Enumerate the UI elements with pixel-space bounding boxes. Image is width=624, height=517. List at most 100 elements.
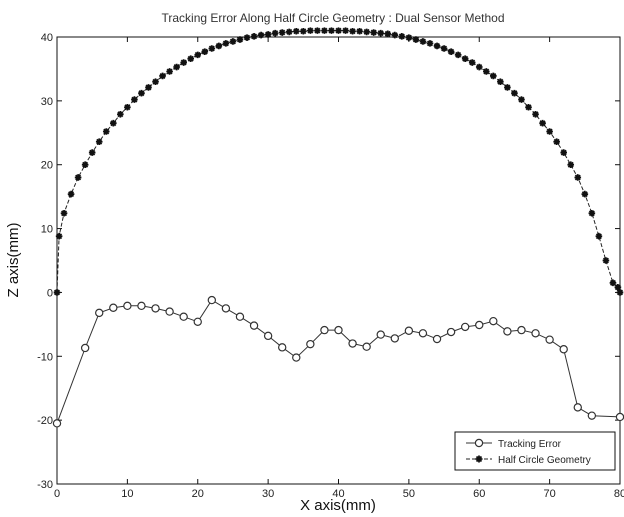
half-circle-point <box>243 34 251 41</box>
half-circle-point <box>518 96 525 103</box>
half-circle-point <box>461 55 469 63</box>
half-circle-point <box>504 84 511 91</box>
legend-circle-marker <box>475 455 483 463</box>
x-tick-label: 70 <box>544 488 556 500</box>
half-circle-point <box>328 27 335 34</box>
half-circle-point <box>166 68 173 75</box>
tracking-error-point <box>165 307 174 316</box>
half-circle-point <box>152 78 159 85</box>
half-circle-point <box>285 28 293 36</box>
half-circle-point <box>187 55 195 63</box>
half-circle-point <box>236 36 244 43</box>
half-circle-point <box>102 128 110 135</box>
half-circle-point <box>60 209 68 217</box>
x-tick-label: 50 <box>403 488 415 500</box>
half-circle-point <box>609 279 617 287</box>
x-tick-label: 80 <box>614 488 624 500</box>
y-tick-label: 0 <box>47 287 53 299</box>
tracking-error-point <box>545 335 554 344</box>
half-circle-point <box>117 110 124 118</box>
half-circle-point <box>356 27 363 35</box>
tracking-error-point <box>517 325 526 335</box>
half-circle-point <box>454 51 462 59</box>
half-circle-point <box>553 138 560 146</box>
x-tick-label: 60 <box>473 488 485 500</box>
half-circle-point <box>321 27 328 34</box>
half-circle-point <box>490 72 497 80</box>
half-circle-point <box>377 29 385 37</box>
half-circle-point <box>138 89 145 97</box>
tracking-error-point <box>278 343 287 352</box>
half-circle-point <box>201 48 209 55</box>
half-circle-point <box>264 31 272 38</box>
tracking-error-point <box>559 345 568 354</box>
y-tick-label: 40 <box>41 32 53 44</box>
half-circle-point <box>370 29 377 36</box>
half-circle-line <box>56 30 621 293</box>
tracking-error-point <box>475 320 484 330</box>
half-circle-point <box>525 103 532 111</box>
half-circle-point <box>180 59 187 66</box>
x-tick-label: 30 <box>262 488 274 500</box>
tracking-error-line <box>56 299 621 424</box>
half-circle-point <box>95 138 103 146</box>
tracking-error-point <box>179 312 188 321</box>
half-circle-point <box>546 128 553 135</box>
half-circle-point <box>511 89 518 97</box>
half-circle-point <box>53 289 61 296</box>
half-circle-series <box>53 27 624 296</box>
half-circle-point <box>419 38 427 45</box>
axis-ticks: 0 10 20 30 40 50 60 70 80 -30 -20 -10 0 10 20 30 40 <box>37 32 624 500</box>
tracking-error-point <box>263 331 273 341</box>
x-axis-label: X axis(mm) <box>300 497 376 514</box>
half-circle-point <box>55 232 63 240</box>
half-circle-point <box>602 257 610 264</box>
half-circle-point <box>173 63 180 71</box>
half-circle-point <box>81 161 89 169</box>
half-circle-point <box>440 45 448 52</box>
half-circle-point <box>229 38 237 45</box>
chart-title: Tracking Error Along Half Circle Geometr… <box>161 11 504 25</box>
half-circle-point <box>426 40 434 47</box>
half-circle-point <box>278 29 286 36</box>
half-circle-point <box>145 84 152 91</box>
half-circle-point <box>292 27 300 35</box>
y-tick-label: -10 <box>37 351 53 363</box>
half-circle-point <box>614 284 622 291</box>
tracking-error-point <box>432 334 442 344</box>
tracking-error-point <box>334 325 343 335</box>
tracking-error-point <box>207 295 217 305</box>
half-circle-point <box>433 42 441 50</box>
tracking-error-point <box>503 327 512 336</box>
tracking-error-point <box>221 304 231 313</box>
half-circle-point <box>560 149 567 156</box>
x-tick-label: 20 <box>192 488 204 500</box>
tracking-error-point <box>137 301 146 311</box>
y-tick-label: 10 <box>41 224 53 236</box>
tracking-error-point <box>80 343 90 353</box>
tracking-error-point <box>235 312 245 321</box>
half-circle-point <box>307 27 314 34</box>
half-circle-point <box>349 27 356 35</box>
half-circle-point <box>208 45 216 52</box>
half-circle-point <box>391 31 399 39</box>
tracking-error-point <box>460 322 470 332</box>
half-circle-point <box>574 174 582 181</box>
half-circle-point <box>335 27 342 34</box>
tracking-error-point <box>587 411 597 420</box>
half-circle-point <box>88 149 96 156</box>
legend-box <box>454 431 616 471</box>
half-circle-point <box>342 27 349 34</box>
half-circle-point <box>215 42 223 50</box>
half-circle-point <box>532 110 539 118</box>
tracking-error-point <box>95 308 104 318</box>
tracking-error-point <box>193 317 202 327</box>
tracking-error-point <box>123 301 132 311</box>
y-tick-label: 20 <box>41 160 53 172</box>
half-circle-point <box>67 190 75 198</box>
plot-frame <box>56 36 621 485</box>
half-circle-point <box>131 96 138 103</box>
tracking-error-point <box>320 325 329 335</box>
tracking-error-point <box>348 339 357 348</box>
